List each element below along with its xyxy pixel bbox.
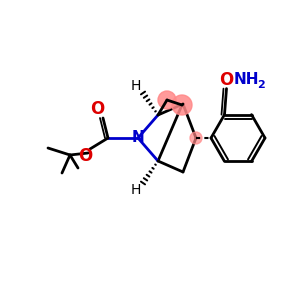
- Text: H: H: [131, 183, 141, 197]
- Circle shape: [172, 95, 192, 115]
- Text: O: O: [78, 147, 92, 165]
- Text: N: N: [132, 130, 144, 146]
- Text: 2: 2: [258, 80, 266, 90]
- Text: O: O: [219, 70, 234, 88]
- Text: NH: NH: [234, 72, 259, 87]
- Text: H: H: [131, 79, 141, 93]
- Text: O: O: [90, 100, 104, 118]
- Circle shape: [190, 132, 202, 144]
- Circle shape: [158, 91, 176, 109]
